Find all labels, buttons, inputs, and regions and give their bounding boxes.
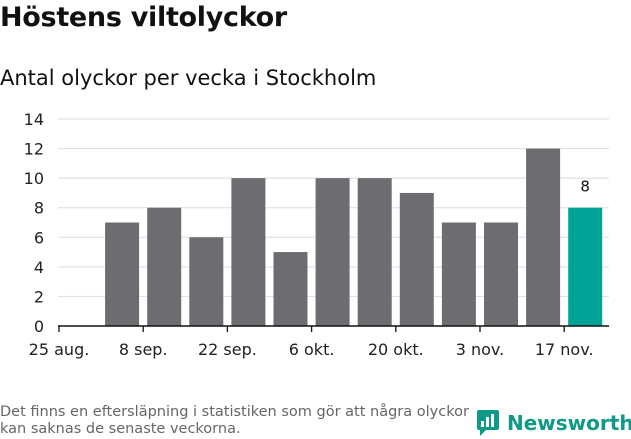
bar: [399, 192, 434, 326]
bar: [484, 222, 518, 326]
y-tick-label: 6: [34, 228, 44, 247]
bar-highlighted: [568, 207, 603, 326]
chart-title: Höstens viltolyckor: [0, 2, 287, 33]
bar: [189, 237, 224, 326]
footnote: Det finns en eftersläpning i statistiken…: [0, 404, 469, 437]
y-tick-label: 12: [24, 140, 44, 159]
y-tick-label: 10: [24, 169, 44, 188]
bar: [147, 207, 182, 326]
bar: [441, 222, 476, 326]
y-tick-label: 14: [24, 110, 44, 129]
x-tick-label: 6 okt.: [289, 340, 335, 359]
bar-chart: 0 2 4 6 8 10 12 14 25 aug. 8 sep. 22 sep. 6 okt. 20…: [24, 110, 609, 359]
bars: [105, 148, 603, 326]
y-axis-ticks: 0 2 4 6 8 10 12 14: [24, 110, 44, 336]
bar: [315, 178, 350, 326]
data-label: 8: [580, 178, 590, 196]
bar: [273, 252, 308, 326]
newsworthy-logo-icon: [477, 410, 499, 436]
bar: [357, 178, 392, 326]
x-tick-label: 25 aug.: [29, 340, 90, 359]
data-labels: 8: [580, 178, 590, 196]
y-tick-label: 8: [34, 199, 44, 218]
bar: [105, 222, 140, 326]
x-tick-label: 22 sep.: [198, 340, 257, 359]
brand-name: Newsworthy: [507, 411, 631, 435]
brand: Newsworthy: [476, 408, 631, 438]
x-tick-label: 20 okt.: [368, 340, 424, 359]
y-tick-label: 0: [34, 317, 44, 336]
x-axis: 25 aug. 8 sep. 22 sep. 6 okt. 20 okt. 3 nov. 1…: [29, 325, 609, 359]
bar: [526, 148, 561, 326]
x-tick-label: 8 sep.: [119, 340, 168, 359]
x-tick-label: 17 nov.: [535, 340, 594, 359]
y-tick-label: 4: [34, 258, 44, 277]
bar: [231, 178, 266, 326]
x-tick-label: 3 nov.: [456, 340, 505, 359]
chart-subtitle: Antal olyckor per vecka i Stockholm: [0, 66, 377, 90]
y-tick-label: 2: [34, 287, 44, 306]
